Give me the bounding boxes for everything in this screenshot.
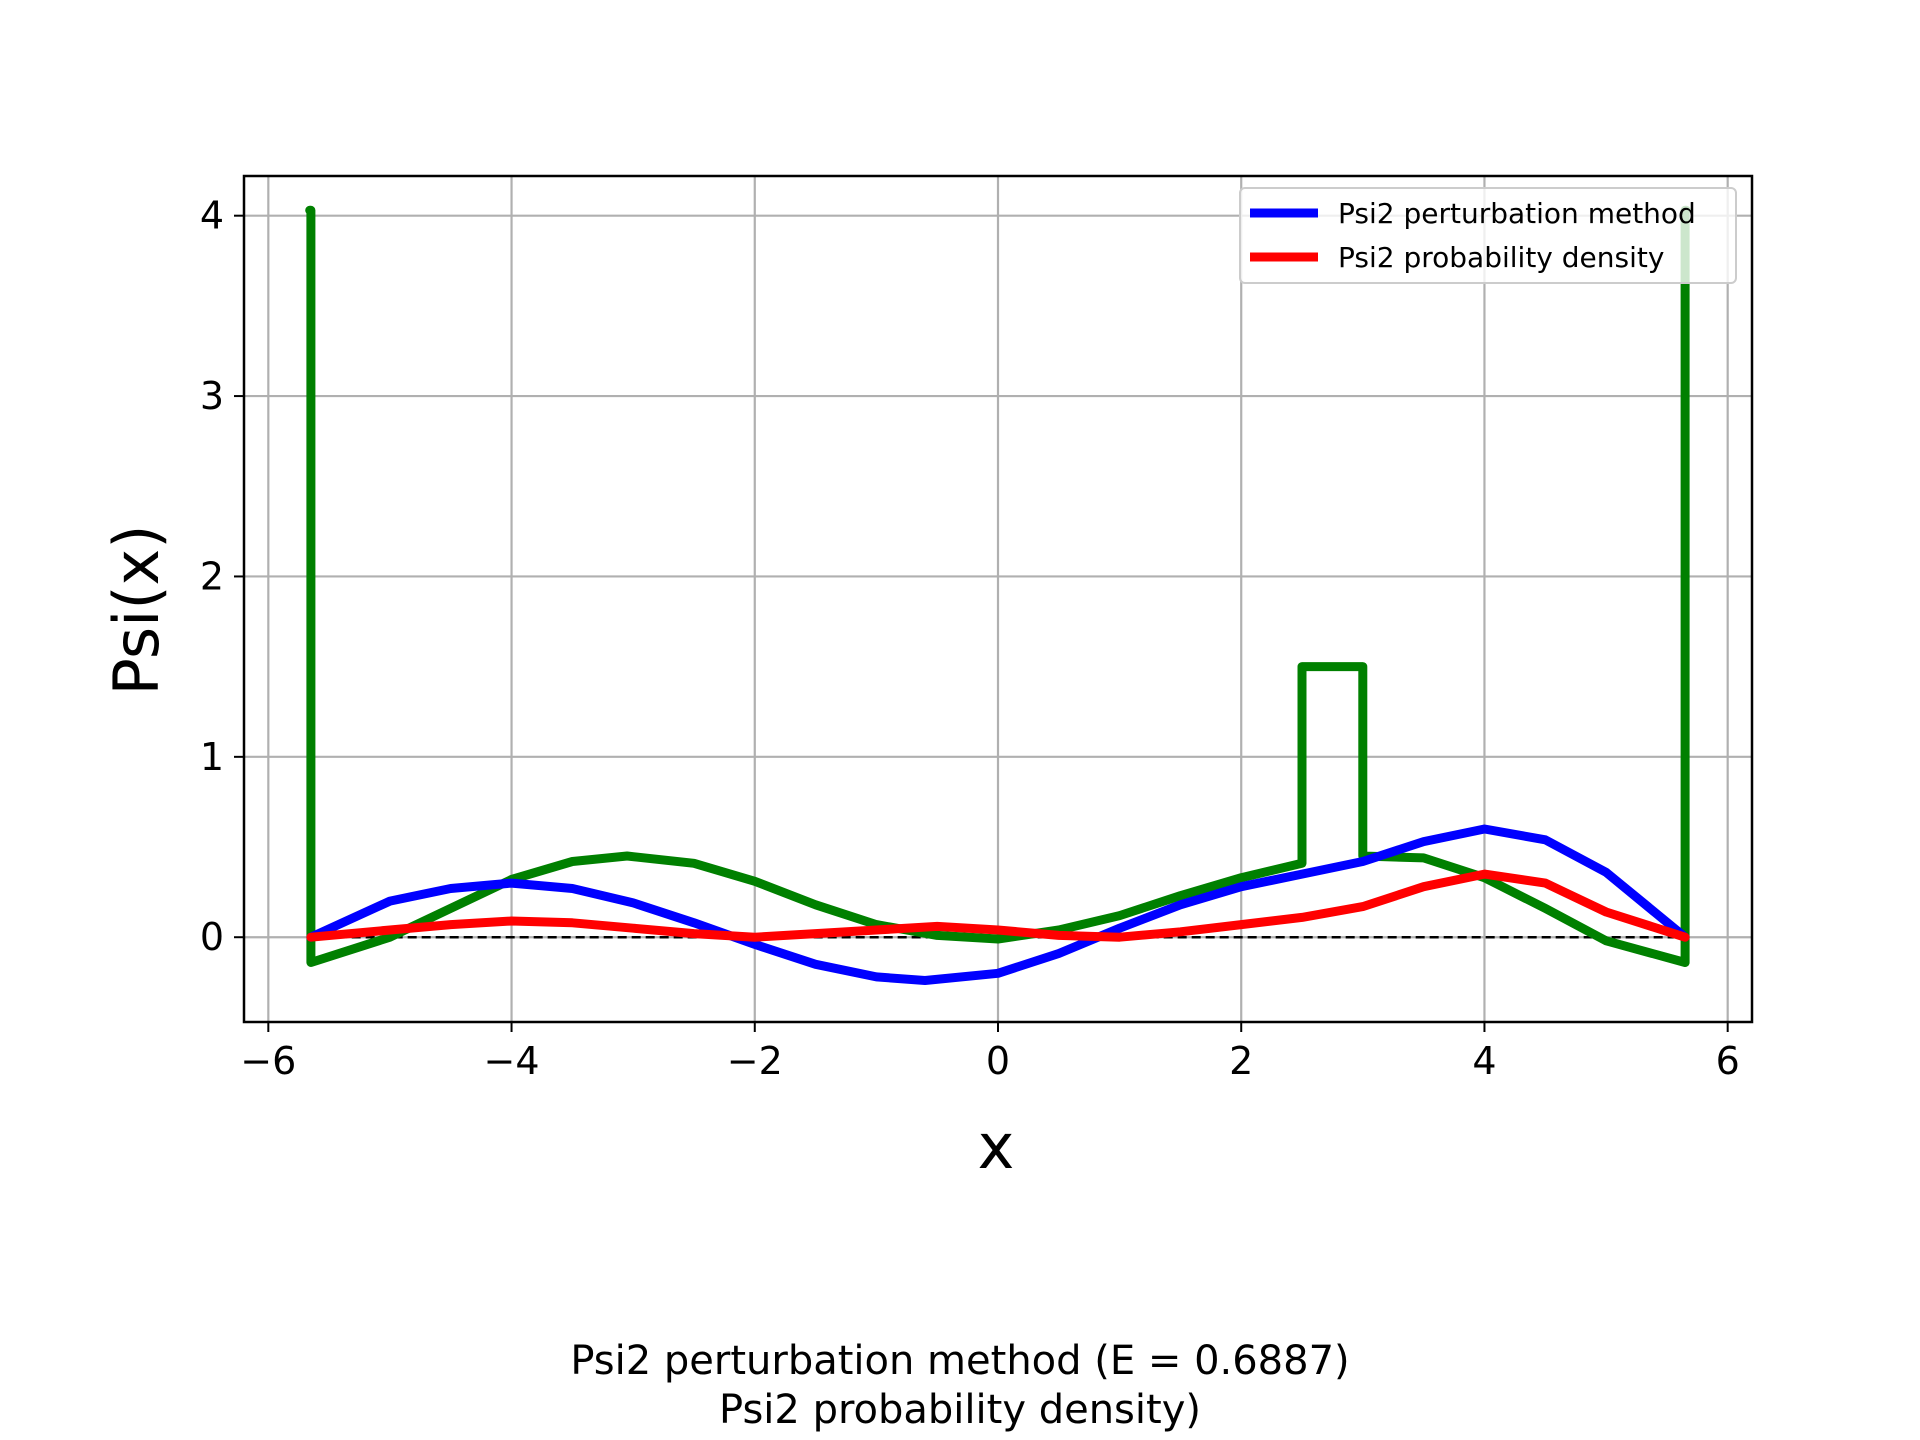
y-tick-label: 4	[200, 194, 224, 238]
x-tick-label: 4	[1472, 1039, 1496, 1083]
legend: Psi2 perturbation method Psi2 probability…	[1239, 187, 1737, 284]
x-tick-label: 6	[1716, 1039, 1740, 1083]
legend-label-1: Psi2 perturbation method	[1338, 197, 1696, 230]
axis-ticks: −6 −4 −2 0 2 4 6 0 1 2 3 4	[200, 194, 1740, 1083]
series-line-0	[305, 205, 1691, 967]
series-line-1	[306, 824, 1690, 985]
legend-items: Psi2 perturbation method Psi2 probability…	[1250, 197, 1696, 274]
y-axis-label: Psi(x)	[100, 525, 173, 696]
figure-caption-line-1: Psi2 perturbation method (E = 0.6887)	[570, 1338, 1350, 1384]
x-tick-label: −2	[727, 1039, 783, 1083]
y-tick-label: 0	[200, 915, 224, 959]
grid-lines	[244, 176, 1752, 1022]
figure-caption-line-2: Psi2 probability density)	[719, 1387, 1201, 1433]
series-line-2	[306, 869, 1690, 942]
y-tick-label: 3	[200, 374, 224, 418]
legend-label-2: Psi2 probability density	[1338, 241, 1664, 274]
y-tick-label: 2	[200, 554, 224, 598]
legend-box	[1239, 187, 1737, 284]
x-tick-label: −4	[484, 1039, 540, 1083]
y-tick-label: 1	[200, 735, 224, 779]
series-lines	[305, 205, 1691, 985]
x-tick-label: 0	[986, 1039, 1010, 1083]
x-tick-label: 2	[1229, 1039, 1253, 1083]
x-axis-label: x	[978, 1110, 1015, 1183]
x-tick-label: −6	[240, 1039, 296, 1083]
